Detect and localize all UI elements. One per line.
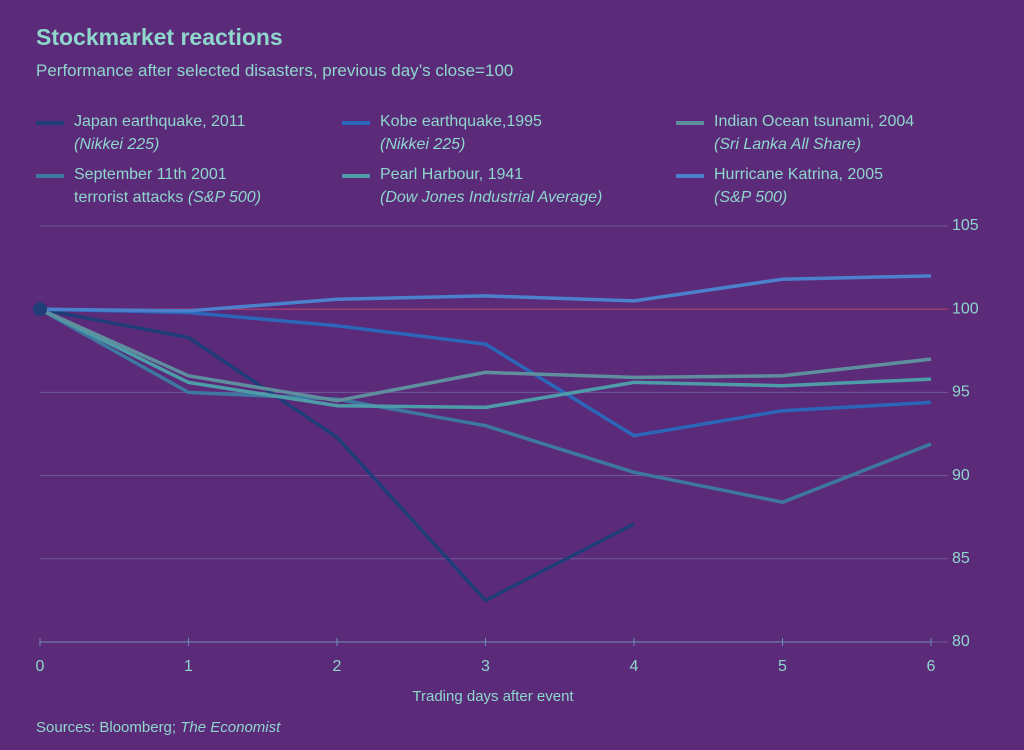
y-tick-label: 85 [952,550,970,567]
x-tick-label: 1 [184,658,193,675]
legend-item: Kobe earthquake,1995 (Nikkei 225) [342,110,542,156]
source-text: Sources: Bloomberg; [36,719,177,736]
legend-swatch [342,174,370,178]
y-tick-label: 100 [952,300,979,317]
legend-item: September 11th 2001 terrorist attacks (S… [36,163,261,209]
legend-item: Japan earthquake, 2011 (Nikkei 225) [36,110,245,156]
x-tick-label: 3 [481,658,490,675]
x-tick-label: 5 [778,658,787,675]
legend-index: (Dow Jones Industrial Average) [380,189,603,206]
series-line [39,307,932,403]
legend-swatch [36,121,64,125]
legend-index: (S&P 500) [714,189,788,206]
series-line [39,307,635,603]
legend-swatch [36,174,64,178]
legend-swatch [676,174,704,178]
legend-label: Hurricane Katrina, 2005 [714,166,883,183]
legend-swatch [676,121,704,125]
legend-label: Kobe earthquake,1995 [380,113,542,130]
series-line [39,307,932,504]
x-axis-label: Trading days after event [412,688,574,705]
y-tick-label: 105 [952,217,979,234]
legend-index: (Nikkei 225) [74,136,160,153]
legend-label: September 11th 2001 terrorist attacks [74,166,227,206]
series-line [39,307,932,410]
legend-index: (Nikkei 225) [380,136,466,153]
source-italic: The Economist [180,719,281,736]
chart-subtitle: Performance after selected disasters, pr… [36,61,514,80]
legend-label: Indian Ocean tsunami, 2004 [714,113,915,130]
legend-index: (S&P 500) [187,189,262,206]
legend-label: Pearl Harbour, 1941 [380,166,524,183]
y-tick-label: 80 [952,633,970,650]
legend-label: Japan earthquake, 2011 [74,113,246,130]
y-tick-label: 95 [952,384,970,401]
legend-item: Indian Ocean tsunami, 2004 (Sri Lanka All… [676,110,914,156]
source-note: Sources: Bloomberg; The Economist [36,719,280,736]
chart-title: Stockmarket reactions [36,24,283,50]
x-tick-label: 2 [333,658,342,675]
y-tick-label: 90 [952,467,970,484]
legend-swatch [342,121,370,125]
x-tick-label: 0 [36,658,45,675]
legend-item: Hurricane Katrina, 2005 (S&P 500) [676,163,883,209]
x-tick-label: 6 [927,658,936,675]
x-tick-label: 4 [630,658,639,675]
series-line [39,274,932,313]
legend-index: (Sri Lanka All Share) [714,136,862,153]
start-point [33,302,47,317]
legend-item: Pearl Harbour, 1941 (Dow Jones Industrial… [342,163,602,209]
